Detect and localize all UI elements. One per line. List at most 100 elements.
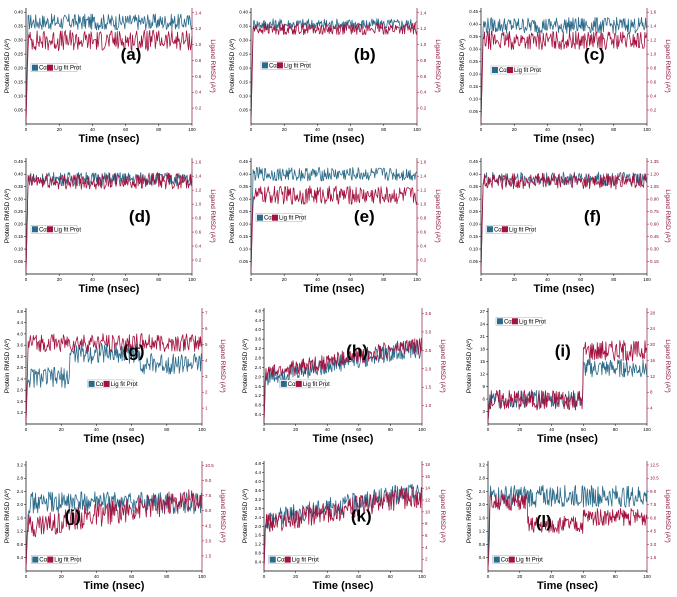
y-tick-left-label: 2.4 (255, 515, 262, 520)
y-axis-label-right: Ligand RMSD (Aº) (209, 189, 216, 242)
x-tick-label: 20 (57, 277, 63, 282)
series-line-protein (250, 166, 418, 272)
x-tick-label: 20 (293, 574, 299, 579)
x-tick-label: 60 (129, 574, 135, 579)
legend: Cα Lig fit Prot (268, 555, 319, 564)
x-tick-label: 80 (381, 127, 387, 132)
legend-swatch-protein (496, 318, 503, 325)
y-tick-left-label: 0.30 (469, 47, 478, 52)
x-axis-label: Time (nsec) (537, 580, 598, 592)
x-tick-label: 80 (388, 427, 394, 432)
y-tick-right-label: 10.5 (650, 476, 659, 481)
y-axis-label-left: Protein RMSD (Aº) (229, 39, 236, 93)
y-tick-left-label: 0.25 (239, 209, 248, 214)
y-tick-right-label: 1.4 (195, 10, 202, 15)
legend-label-protein: Cα (39, 66, 47, 72)
y-tick-right-label: 24 (650, 326, 656, 331)
x-tick-label: 60 (581, 427, 587, 432)
y-tick-right-label: 0.6 (420, 74, 427, 79)
x-tick-label: 100 (413, 127, 421, 132)
y-tick-left-label: 0.8 (255, 403, 262, 408)
y-tick-left-label: 3.2 (255, 346, 262, 351)
legend-label-protein: Cα (499, 68, 507, 74)
y-tick-right-label: 0.4 (195, 244, 202, 249)
y-tick-right-label: 0.15 (650, 259, 659, 264)
y-tick-left-label: 0.35 (239, 184, 248, 189)
x-tick-label: 80 (611, 127, 617, 132)
x-axis-label: Time (nsec) (84, 580, 145, 592)
legend-label-protein: Cα (39, 558, 47, 564)
y-tick-right-label: 1.2 (420, 26, 427, 31)
series-line-ligand (250, 22, 418, 122)
y-tick-right-label: 3 (205, 374, 208, 379)
y-tick-left-label: 2.4 (17, 489, 24, 494)
y-tick-left-label: 0.10 (14, 247, 23, 252)
y-tick-left-label: 0.20 (469, 222, 478, 227)
legend-label-protein: Cα (277, 558, 285, 564)
y-tick-left-label: 3.2 (17, 462, 24, 467)
x-tick-label: 60 (348, 277, 354, 282)
y-tick-right-label: 7 (205, 310, 208, 315)
x-tick-label: 40 (94, 574, 100, 579)
y-tick-left-label: 0.10 (469, 247, 478, 252)
y-tick-right-label: 6.0 (205, 508, 212, 513)
legend-swatch-ligand (46, 64, 53, 71)
x-axis-label: Time (nsec) (313, 433, 374, 445)
y-tick-left-label: 0.25 (469, 59, 478, 64)
series-line-ligand (480, 172, 648, 272)
legend-swatch-protein (31, 64, 38, 71)
legend-swatch-protein (32, 556, 39, 563)
y-tick-left-label: 0.30 (239, 197, 248, 202)
x-tick-label: 0 (487, 574, 490, 579)
legend-label-ligand: Lig fit Prot (514, 68, 541, 74)
x-tick-label: 0 (25, 427, 28, 432)
legend: Cα Lig fit Prot (87, 379, 138, 389)
x-tick-label: 80 (381, 277, 387, 282)
x-tick-label: 0 (250, 127, 253, 132)
series-line-protein (480, 16, 648, 122)
panel-label: (d) (129, 207, 151, 226)
legend-box (268, 555, 315, 564)
legend-label-protein: Cα (501, 558, 509, 564)
y-tick-left-label: 0.05 (469, 109, 478, 114)
series-line-ligand (487, 340, 648, 422)
y-tick-left-label: 3.2 (479, 462, 486, 467)
y-tick-left-label: 2.8 (17, 476, 24, 481)
legend-label-protein: Cα (269, 63, 277, 69)
y-tick-left-label: 0.20 (14, 66, 23, 71)
y-tick-right-label: 1.2 (420, 188, 427, 193)
y-axis-label-left: Protein RMSD (Aº) (4, 489, 11, 543)
y-tick-right-label: 3.0 (425, 329, 432, 334)
y-tick-right-label: 2.5 (425, 348, 432, 353)
y-tick-right-label: 0.75 (650, 209, 659, 214)
y-tick-right-label: 12 (425, 498, 431, 503)
y-tick-right-label: 12.5 (650, 462, 659, 467)
y-tick-right-label: 0.8 (195, 216, 202, 221)
y-tick-left-label: 2.4 (479, 489, 486, 494)
panel-label: (h) (346, 342, 368, 361)
y-tick-left-label: 0.10 (239, 94, 248, 99)
x-tick-label: 100 (418, 427, 426, 432)
y-tick-left-label: 0.20 (239, 222, 248, 227)
y-tick-right-label: 6.0 (650, 515, 657, 520)
y-tick-left-label: 1.6 (17, 515, 24, 520)
y-tick-left-label: 0.45 (239, 159, 248, 164)
series-line-ligand (25, 333, 203, 422)
y-tick-right-label: 0.6 (650, 80, 657, 85)
y-axis-label-left: Protein RMSD (Aº) (242, 339, 249, 393)
legend-swatch-protein (31, 226, 38, 233)
y-tick-right-label: 1.05 (650, 184, 659, 189)
y-tick-left-label: 1.6 (255, 533, 262, 538)
y-tick-right-label: 8 (650, 390, 653, 395)
series-line-ligand (25, 29, 193, 122)
y-tick-left-label: 6 (482, 397, 485, 402)
series-line-protein (25, 342, 203, 422)
x-tick-label: 60 (123, 277, 129, 282)
x-tick-label: 0 (25, 574, 28, 579)
y-axis-label-left: Protein RMSD (Aº) (466, 489, 473, 543)
y-tick-left-label: 0.40 (14, 172, 23, 177)
x-tick-label: 40 (325, 574, 331, 579)
chart-panel-9: 0 20 40 60 80 100 3 6 9 12 15 18 21 24 27 4 8 12 16 20 24 28 C… (466, 308, 671, 445)
y-tick-left-label: 1.6 (255, 384, 262, 389)
